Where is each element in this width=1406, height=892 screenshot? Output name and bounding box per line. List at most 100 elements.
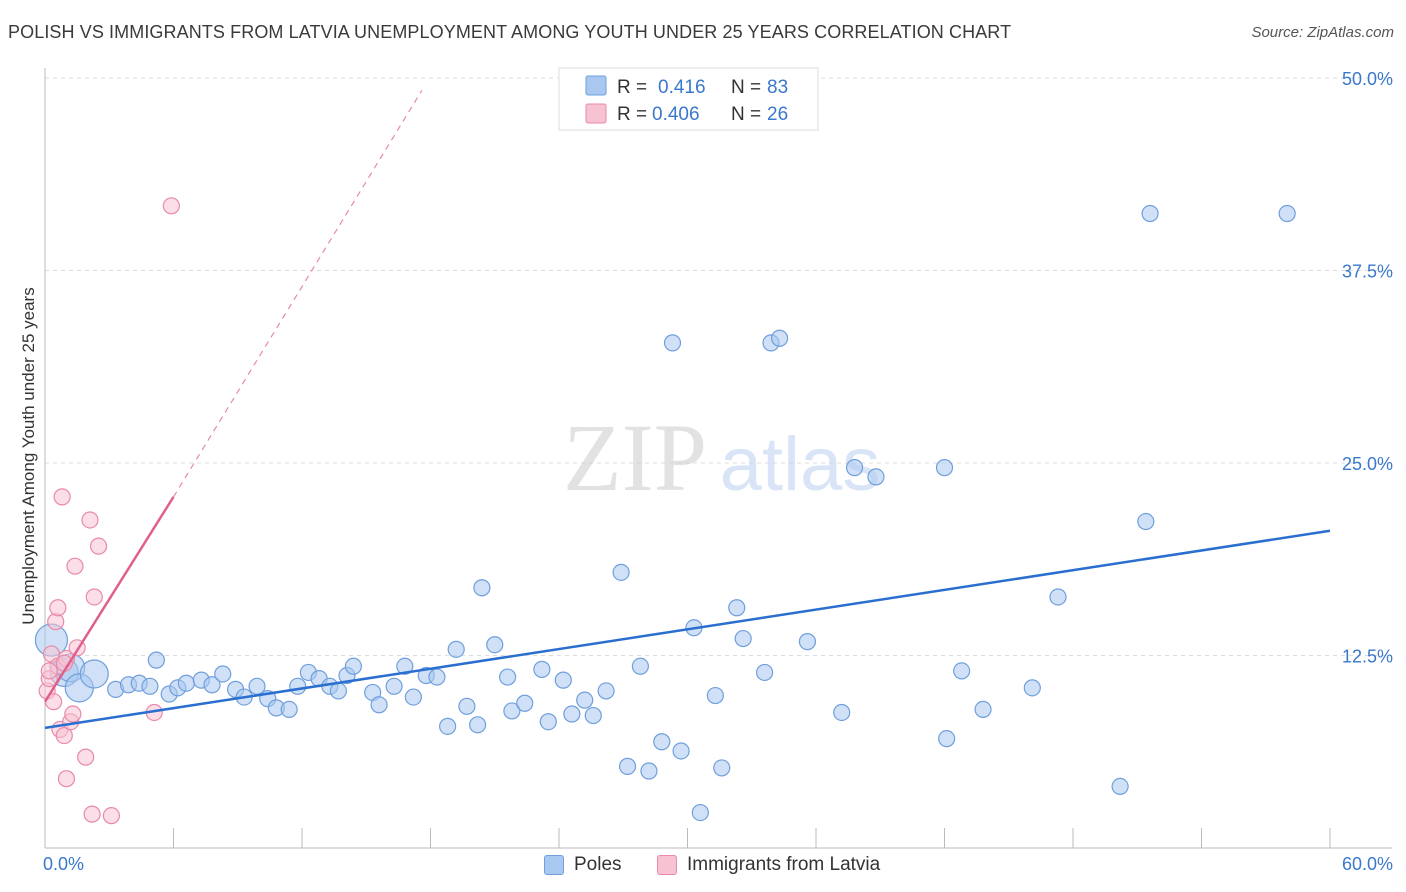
series-legend: Poles Immigrants from Latvia — [0, 850, 1406, 880]
axes — [44, 68, 1392, 849]
poles-point — [770, 329, 789, 347]
legend-r-label-poles: R = — [617, 77, 647, 98]
poles-point — [539, 713, 557, 731]
latvia-trend-extension — [172, 90, 423, 498]
poles-point — [147, 651, 165, 669]
chart-title: POLISH VS IMMIGRANTS FROM LATVIA UNEMPLO… — [8, 22, 1012, 42]
latvia-point — [66, 557, 84, 575]
poles-point — [499, 668, 517, 686]
poles-point — [439, 717, 457, 735]
latvia-point — [53, 488, 71, 506]
poles-point — [554, 671, 572, 689]
poles-point — [516, 694, 534, 712]
watermark-zip: ZIP — [563, 404, 707, 511]
y-tick-label: 25.0% — [1342, 454, 1393, 474]
trend-lines — [43, 90, 1331, 730]
latvia-point — [85, 588, 103, 606]
legend-n-label-latvia: N = — [731, 104, 761, 125]
poles-point — [867, 468, 885, 486]
latvia-point — [64, 705, 82, 723]
poles-point — [469, 716, 487, 734]
legend-swatch-latvia-bottom — [657, 855, 677, 875]
poles-point — [214, 665, 232, 683]
legend-r-value-poles: 0.416 — [658, 77, 706, 98]
poles-point — [385, 677, 403, 695]
poles-point — [280, 700, 298, 719]
latvia-point — [81, 511, 99, 529]
latvia-point — [89, 537, 108, 555]
poles-point — [177, 674, 195, 692]
legend-n-value-poles: 83 — [767, 77, 788, 98]
poles-point — [938, 730, 956, 748]
latvia-point — [102, 807, 120, 825]
poles-point — [428, 668, 446, 686]
poles-point — [370, 696, 388, 714]
source-label: Source: ZipAtlas.com — [1251, 24, 1394, 41]
poles-point — [1278, 204, 1296, 223]
poles-point — [618, 757, 637, 775]
legend-label-latvia: Immigrants from Latvia — [687, 854, 881, 875]
poles-point — [141, 677, 159, 695]
legend-swatch-poles-bottom — [544, 855, 564, 875]
poles-point — [289, 677, 307, 695]
poles-point — [612, 563, 630, 581]
poles-point — [584, 706, 602, 725]
y-tick-label: 37.5% — [1342, 262, 1393, 282]
poles-point — [713, 759, 731, 777]
latvia-point — [83, 805, 101, 823]
poles-point — [458, 697, 476, 715]
poles-point — [974, 700, 992, 719]
latvia-point — [40, 662, 58, 680]
poles-point — [1141, 204, 1159, 223]
poles-point — [935, 459, 954, 477]
poles-point — [404, 688, 422, 706]
poles-point — [663, 334, 682, 352]
poles-trend-line — [44, 529, 1331, 730]
x-tick-label: 0.0% — [43, 854, 84, 874]
poles-point — [203, 676, 221, 694]
poles-point — [734, 629, 752, 648]
y-tick-labels: 12.5% 25.0% 37.5% 50.0% — [1342, 69, 1393, 667]
watermark: ZIP atlas — [563, 404, 880, 511]
poles-points — [34, 204, 1296, 822]
poles-point — [798, 633, 817, 651]
poles-point — [473, 579, 491, 597]
poles-point — [631, 657, 649, 675]
legend-item-poles[interactable]: Poles — [544, 854, 622, 876]
poles-point — [344, 657, 362, 675]
poles-point — [691, 803, 709, 822]
stats-legend: R = 0.416 N = 83 R = 0.406 N = 26 — [558, 67, 819, 131]
poles-point — [533, 660, 551, 678]
poles-point — [728, 599, 746, 617]
poles-point — [653, 733, 671, 751]
x-tick-labels: 0.0% 60.0% — [43, 854, 1393, 874]
poles-point — [640, 762, 658, 780]
poles-point — [503, 702, 521, 720]
y-tick-label: 50.0% — [1342, 69, 1393, 89]
poles-point — [1111, 777, 1129, 796]
latvia-point — [162, 197, 180, 215]
legend-n-value-latvia: 26 — [767, 104, 788, 125]
legend-swatch-latvia — [585, 103, 607, 124]
poles-point — [755, 663, 774, 682]
legend-item-latvia[interactable]: Immigrants from Latvia — [657, 854, 880, 876]
poles-point — [845, 459, 864, 477]
x-tick-label: 60.0% — [1342, 854, 1393, 874]
poles-point — [833, 703, 851, 722]
poles-point — [563, 705, 581, 723]
poles-point — [672, 742, 690, 760]
poles-point — [79, 659, 109, 689]
poles-point — [1023, 679, 1041, 697]
latvia-point — [55, 726, 73, 745]
legend-n-label-poles: N = — [731, 77, 761, 98]
latvia-point — [49, 599, 67, 617]
latvia-points — [38, 197, 180, 825]
poles-point — [447, 640, 465, 658]
poles-point — [1049, 588, 1067, 606]
poles-point — [1137, 512, 1155, 531]
latvia-point — [77, 748, 95, 766]
latvia-point — [57, 770, 76, 788]
y-axis-label: Unemployment Among Youth under 25 years — [19, 287, 38, 624]
poles-point — [329, 682, 348, 700]
